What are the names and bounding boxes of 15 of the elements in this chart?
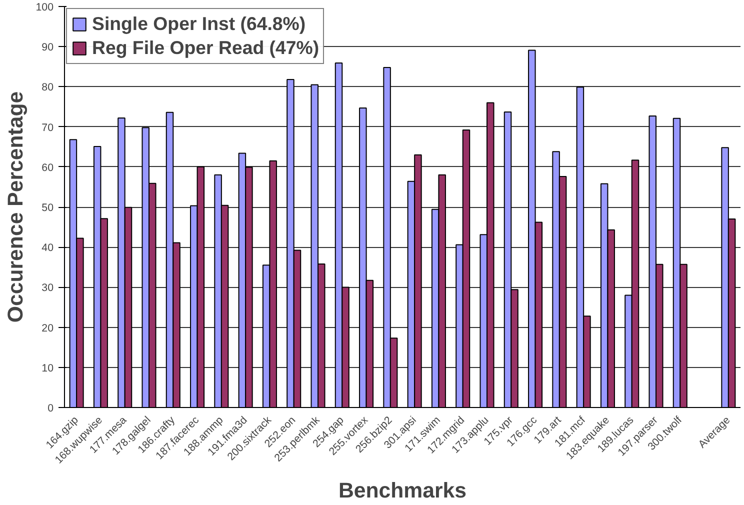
- y-tick-label: 20: [42, 322, 54, 334]
- y-tick-label: 0: [48, 402, 54, 414]
- y-axis-title: Occurence Percentage: [4, 91, 28, 323]
- y-tick-label: 40: [42, 242, 54, 254]
- y-tick-label: 60: [42, 162, 54, 174]
- y-tick-label: 70: [42, 122, 54, 134]
- y-tick-label: 100: [36, 2, 54, 14]
- x-axis-title: Benchmarks: [338, 478, 467, 503]
- y-tick-label: 80: [42, 82, 54, 94]
- y-tick-label: 50: [42, 202, 54, 214]
- legend-label: Reg File Oper Read (47%): [92, 37, 320, 59]
- y-tick-label: 90: [42, 42, 54, 54]
- y-tick-label: 10: [42, 362, 54, 374]
- y-tick-label: 30: [42, 282, 54, 294]
- legend-label: Single Oper Inst (64.8%): [92, 13, 306, 35]
